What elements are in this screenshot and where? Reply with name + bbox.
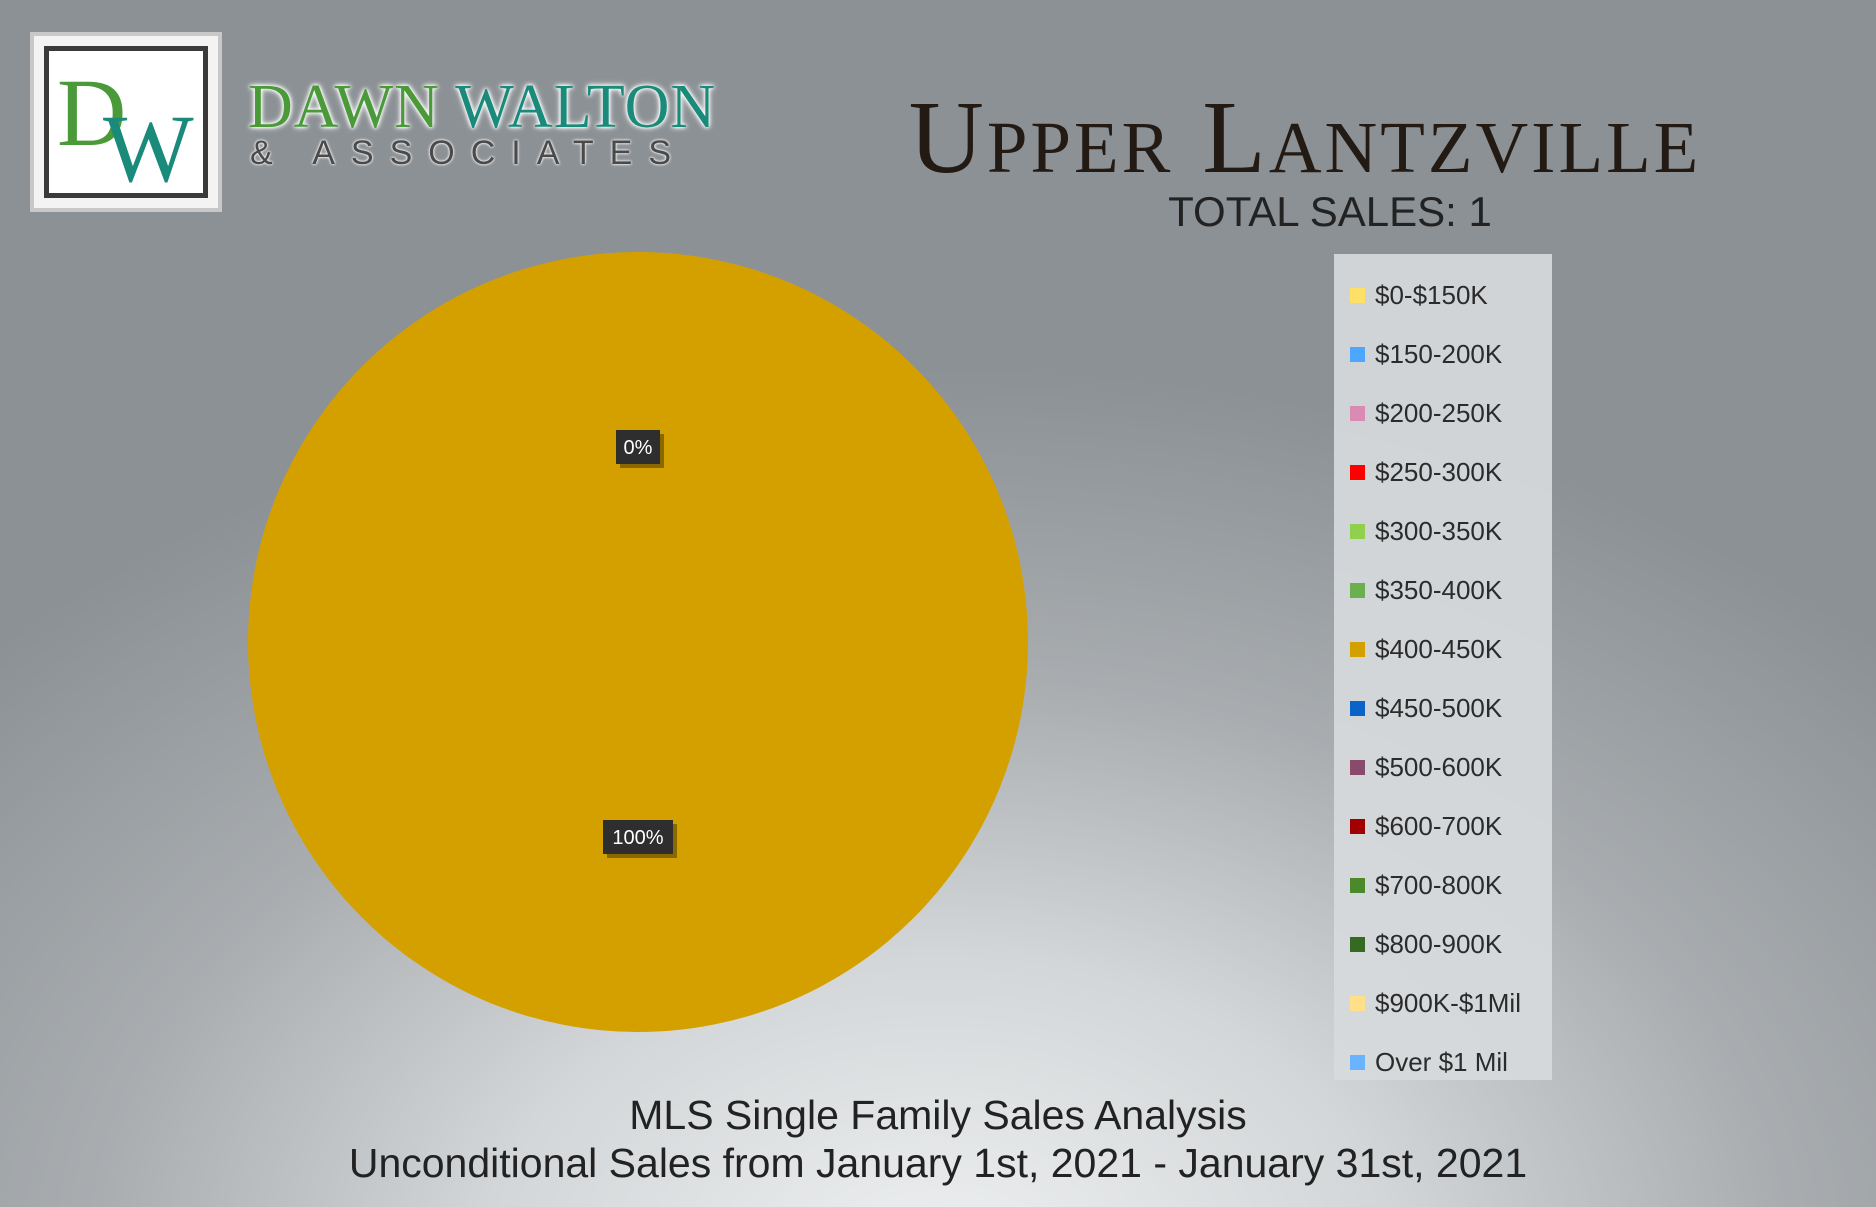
legend-swatch xyxy=(1350,1055,1365,1070)
legend-label: $400-450K xyxy=(1375,634,1503,664)
legend-label: $800-900K xyxy=(1375,929,1503,959)
legend-item: $200-250K xyxy=(1334,384,1552,443)
legend-label: $250-300K xyxy=(1375,457,1503,487)
legend-item: $900K-$1Mil xyxy=(1334,974,1552,1033)
pie-data-label: 100% xyxy=(603,820,677,858)
legend-item: $700-800K xyxy=(1334,856,1552,915)
legend-item: $350-400K xyxy=(1334,561,1552,620)
pie-data-label: 0% xyxy=(616,430,664,468)
legend-label: $700-800K xyxy=(1375,870,1503,900)
total-sales: TOTAL SALES: 1 xyxy=(1168,188,1492,235)
legend-label: $300-350K xyxy=(1375,516,1503,546)
legend-swatch xyxy=(1350,642,1365,657)
chart-legend: $0-$150K $150-200K $200-250K $250-300K $300-… xyxy=(1334,254,1552,1080)
brand-subtitle: & ASSOCIATES xyxy=(250,134,688,172)
logo-box: D W xyxy=(30,32,222,212)
brand-name-last: WALTON xyxy=(455,73,717,141)
page-title: Upper Lantzville xyxy=(908,80,1702,195)
legend-swatch xyxy=(1350,524,1365,539)
legend-item: $250-300K xyxy=(1334,443,1552,502)
logo-frame: D W xyxy=(44,46,208,198)
legend-swatch xyxy=(1350,347,1365,362)
logo-letter-d: D xyxy=(57,59,126,166)
legend-label: $0-$150K xyxy=(1375,280,1488,310)
legend-item: $800-900K xyxy=(1334,915,1552,974)
legend-item: $400-450K xyxy=(1334,620,1552,679)
legend-swatch xyxy=(1350,406,1365,421)
legend-label: $450-500K xyxy=(1375,693,1503,723)
legend-item: $300-350K xyxy=(1334,502,1552,561)
legend-swatch xyxy=(1350,819,1365,834)
legend-label: $600-700K xyxy=(1375,811,1503,841)
pie-data-label-text: 100% xyxy=(612,827,663,849)
legend-label: Over $1 Mil xyxy=(1375,1047,1508,1077)
logo-mark: D W xyxy=(57,59,194,191)
legend-swatch xyxy=(1350,701,1365,716)
legend-item: $600-700K xyxy=(1334,797,1552,856)
pie-slice xyxy=(248,252,1028,1032)
legend-label: $200-250K xyxy=(1375,398,1503,428)
logo-letter-w: W xyxy=(103,95,194,191)
legend-swatch xyxy=(1350,996,1365,1011)
legend-item: $150-200K xyxy=(1334,325,1552,384)
legend-swatch xyxy=(1350,760,1365,775)
legend-item: $500-600K xyxy=(1334,738,1552,797)
legend-item: Over $1 Mil xyxy=(1334,1033,1552,1092)
brand-name: DAWN WALTON xyxy=(248,72,716,143)
legend-item: $0-$150K xyxy=(1334,266,1552,325)
legend-swatch xyxy=(1350,288,1365,303)
legend-label: $350-400K xyxy=(1375,575,1503,605)
footer-date-range: Unconditional Sales from January 1st, 20… xyxy=(348,1140,1528,1186)
legend-swatch xyxy=(1350,937,1365,952)
footer-title: MLS Single Family Sales Analysis xyxy=(629,1092,1247,1138)
legend-label: $900K-$1Mil xyxy=(1375,988,1521,1018)
legend-label: $150-200K xyxy=(1375,339,1503,369)
brand-name-first: DAWN xyxy=(248,73,440,141)
legend-swatch xyxy=(1350,465,1365,480)
legend-item: $450-500K xyxy=(1334,679,1552,738)
pie-data-label-text: 0% xyxy=(624,437,653,459)
legend-swatch xyxy=(1350,878,1365,893)
legend-swatch xyxy=(1350,583,1365,598)
legend-label: $500-600K xyxy=(1375,752,1503,782)
